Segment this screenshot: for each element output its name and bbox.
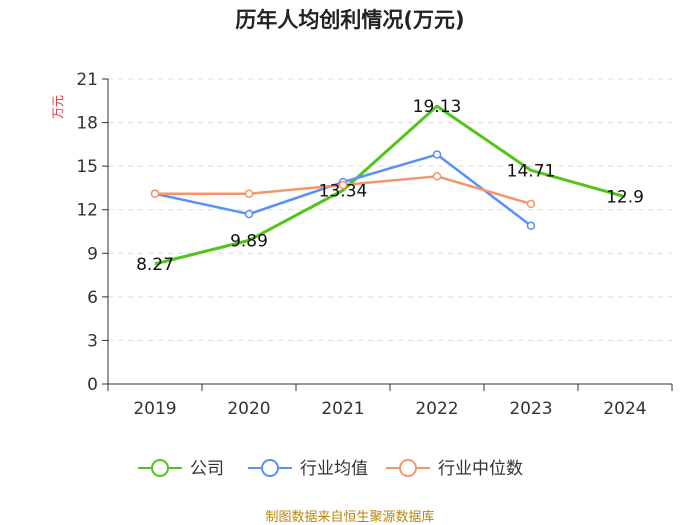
data-label: 19.13 — [413, 97, 462, 117]
y-tick-label: 0 — [87, 375, 98, 395]
data-source-note: 制图数据来自恒生聚源数据库 — [265, 510, 435, 525]
x-tick-label: 2022 — [415, 399, 458, 419]
data-label: 13.34 — [319, 181, 368, 201]
legend-marker — [261, 459, 279, 477]
legend-label: 行业均值 — [300, 459, 368, 479]
data-label: 12.9 — [606, 188, 644, 208]
x-tick-label: 2019 — [133, 399, 176, 419]
data-point — [150, 189, 160, 198]
legend-label: 公司 — [190, 459, 224, 479]
x-tick-label: 2023 — [509, 399, 552, 419]
y-tick-label: 3 — [87, 331, 98, 351]
data-point — [526, 221, 536, 230]
data-label: 14.71 — [507, 161, 556, 181]
data-point — [432, 150, 442, 159]
data-point — [432, 172, 442, 181]
y-tick-label: 12 — [76, 201, 98, 221]
y-tick-label: 21 — [76, 70, 98, 90]
data-label: 9.89 — [230, 231, 268, 251]
y-tick-label: 18 — [76, 114, 98, 134]
y-tick-label: 15 — [76, 157, 98, 177]
y-axis-unit-label: 万元 — [51, 95, 65, 119]
data-label: 8.27 — [136, 255, 174, 275]
x-tick-label: 2021 — [321, 399, 364, 419]
legend-marker — [399, 459, 417, 477]
y-tick-label: 9 — [87, 244, 98, 264]
legend-label: 行业中位数 — [438, 459, 523, 479]
chart-title: 历年人均创利情况(万元) — [235, 8, 465, 32]
data-point — [244, 209, 254, 219]
data-point — [244, 189, 254, 198]
data-point — [526, 199, 536, 209]
data-point — [338, 180, 348, 190]
x-tick-label: 2024 — [603, 399, 646, 419]
series-line-0 — [154, 104, 626, 266]
x-tick-label: 2020 — [227, 399, 270, 419]
legend-marker — [151, 459, 169, 477]
y-tick-label: 6 — [87, 288, 98, 308]
